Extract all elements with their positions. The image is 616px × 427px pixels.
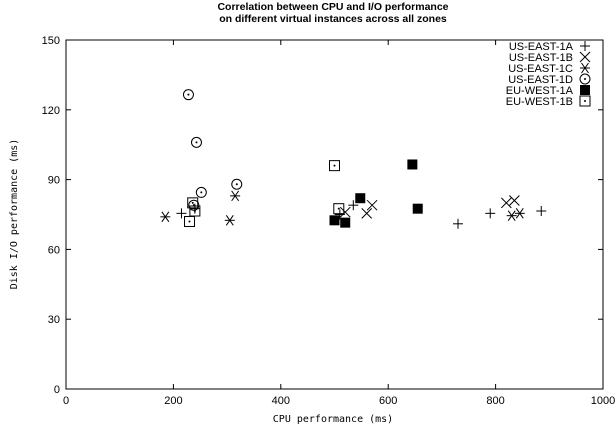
legend-label-2: US-EAST-1C — [508, 63, 573, 75]
y-tick-label-1: 30 — [48, 314, 60, 326]
x-tick-label-1: 200 — [164, 395, 182, 407]
y-axis-label: Disk I/O performance (ms) — [9, 139, 20, 290]
legend-marker-2 — [580, 62, 590, 74]
x-tick-label-0: 0 — [63, 395, 69, 407]
plot-area — [65, 39, 604, 390]
point-eu-west-1a-0 — [329, 215, 340, 226]
point-us-east-1a-6 — [536, 206, 547, 217]
point-us-east-1a-5 — [485, 208, 496, 219]
point-us-east-1b-2 — [366, 199, 378, 211]
series-us-east-1b — [339, 195, 520, 219]
point-eu-west-1b-3 — [187, 197, 199, 209]
point-us-east-1c-1 — [224, 215, 235, 226]
series-eu-west-1b — [184, 160, 345, 227]
x-tick-label-4: 800 — [486, 395, 504, 407]
point-us-east-1b-0 — [339, 206, 351, 218]
point-eu-west-1a-4 — [412, 203, 423, 214]
legend-label-3: US-EAST-1D — [508, 74, 573, 86]
x-tick-label-3: 600 — [379, 395, 397, 407]
y-tick-label-5: 150 — [42, 35, 60, 47]
chart-subtitle: on different virtual instances across al… — [219, 13, 447, 25]
point-eu-west-1a-2 — [355, 193, 366, 204]
point-eu-west-1b-1 — [333, 203, 345, 215]
y-tick-label-3: 90 — [48, 175, 60, 187]
legend-label-4: EU-WEST-1A — [506, 85, 574, 97]
point-us-east-1b-1 — [361, 207, 373, 219]
legend-marker-5 — [579, 95, 591, 107]
tick-layer: 0 200 400 600 800 1000 0 30 60 90 120 150 — [42, 35, 616, 407]
x-tick-label-2: 400 — [272, 395, 290, 407]
legend-marker-0 — [580, 41, 590, 51]
legend: US-EAST-1AUS-EAST-1BUS-EAST-1CUS-EAST-1D… — [506, 41, 591, 108]
point-us-east-1a-0 — [176, 208, 187, 219]
chart-title: Correlation between CPU and I/O performa… — [217, 1, 448, 13]
point-eu-west-1a-1 — [340, 217, 351, 228]
point-us-east-1c-2 — [230, 190, 241, 202]
legend-marker-4 — [580, 85, 590, 95]
point-eu-west-1b-0 — [329, 160, 340, 172]
x-axis-label: CPU performance (ms) — [273, 414, 393, 425]
x-tick-label-5: 1000 — [591, 395, 615, 407]
point-us-east-1c-0 — [160, 211, 171, 223]
point-us-east-1d-4 — [231, 178, 243, 190]
point-us-east-1d-3 — [195, 186, 207, 198]
legend-label-0: US-EAST-1A — [509, 41, 574, 53]
legend-label-5: EU-WEST-1B — [506, 96, 573, 108]
series-us-east-1d — [182, 89, 243, 211]
point-us-east-1a-1 — [189, 203, 200, 214]
point-us-east-1c-4 — [514, 208, 525, 219]
point-us-east-1b-4 — [509, 195, 520, 206]
point-us-east-1a-3 — [348, 200, 359, 211]
series-us-east-1a — [176, 200, 547, 229]
plot-frame — [65, 39, 604, 390]
point-eu-west-1b-2 — [184, 215, 196, 227]
point-us-east-1b-3 — [500, 197, 512, 209]
point-us-east-1a-4 — [453, 218, 464, 229]
data-points — [160, 89, 547, 229]
y-tick-label-4: 120 — [42, 105, 60, 117]
series-eu-west-1a — [329, 159, 423, 228]
y-tick-label-2: 60 — [48, 244, 60, 256]
legend-marker-3 — [579, 73, 591, 85]
point-eu-west-1a-3 — [407, 159, 418, 170]
point-us-east-1d-1 — [190, 136, 202, 148]
y-tick-label-0: 0 — [54, 384, 60, 396]
point-eu-west-1b-4 — [189, 205, 201, 217]
legend-marker-1 — [579, 51, 591, 63]
point-us-east-1c-3 — [506, 210, 517, 221]
series-us-east-1c — [160, 190, 525, 226]
point-us-east-1d-0 — [182, 89, 194, 101]
legend-label-1: US-EAST-1B — [509, 52, 573, 64]
